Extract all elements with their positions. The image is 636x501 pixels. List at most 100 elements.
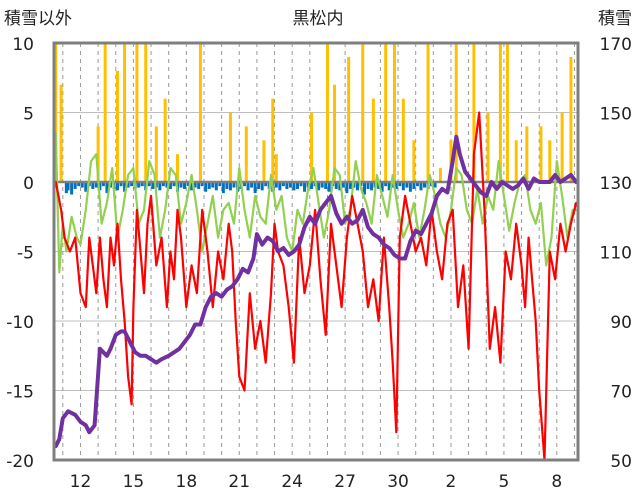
anomaly-bar: [179, 182, 183, 188]
y-left-tick-label: -10: [6, 313, 34, 333]
x-tick-label: 30: [387, 472, 409, 492]
precip-bar: [163, 98, 167, 182]
anomaly-bar: [363, 182, 367, 195]
anomaly-bar: [341, 182, 345, 188]
anomaly-bar: [264, 182, 268, 187]
precip-bar: [59, 84, 63, 182]
x-tick-label: 5: [498, 472, 509, 492]
precip-bar: [310, 112, 314, 182]
anomaly-bar: [243, 182, 247, 187]
anomaly-bar: [299, 182, 303, 187]
precip-bar: [103, 43, 107, 182]
anomaly-bar: [419, 182, 423, 191]
y-left-tick-label: -20: [6, 452, 34, 472]
anomaly-bar: [91, 182, 95, 189]
anomaly-bar: [190, 182, 194, 191]
anomaly-bar: [119, 182, 123, 187]
anomaly-bar: [334, 182, 338, 189]
y-left-tick-label: 10: [12, 35, 34, 55]
precip-bar: [401, 98, 405, 182]
anomaly-bar: [161, 182, 165, 187]
precip-bar: [176, 154, 180, 182]
precip-bar: [244, 126, 248, 182]
anomaly-bar: [232, 182, 236, 188]
anomaly-bar: [98, 182, 102, 191]
anomaly-bar: [250, 182, 254, 188]
anomaly-bar: [408, 182, 412, 192]
anomaly-bar: [303, 182, 307, 192]
anomaly-bar: [70, 182, 74, 195]
anomaly-bar: [348, 182, 352, 189]
precip-bar: [198, 43, 202, 182]
precip-bar: [525, 126, 529, 182]
precip-bar: [569, 56, 573, 182]
x-tick-label: 12: [70, 472, 92, 492]
anomaly-bar: [292, 182, 296, 191]
anomaly-bar: [257, 182, 261, 189]
precip-bar: [116, 70, 120, 182]
anomaly-bar: [197, 182, 201, 189]
precip-bar: [560, 112, 564, 182]
precip-bar: [271, 98, 275, 182]
anomaly-bar: [123, 182, 127, 192]
precip-bar: [472, 43, 476, 182]
anomaly-bar: [211, 182, 215, 188]
anomaly-bar: [366, 182, 370, 189]
anomaly-bar: [345, 182, 349, 194]
anomaly-bar: [168, 182, 172, 189]
precip-bar: [548, 140, 552, 182]
y-right-axis-label: 積雪: [598, 9, 632, 29]
y-left-tick-label: 5: [23, 105, 34, 125]
anomaly-bar: [172, 182, 176, 187]
precip-bar: [325, 43, 329, 182]
anomaly-bar: [246, 182, 250, 191]
precip-bar: [426, 43, 430, 182]
anomaly-bar: [200, 182, 204, 187]
anomaly-bar: [218, 182, 222, 187]
precip-bar: [514, 140, 518, 182]
anomaly-bar: [423, 182, 427, 188]
series-temp_min-line: [54, 111, 578, 462]
precip-bar: [498, 43, 502, 182]
precip-bar: [333, 84, 337, 182]
anomaly-bar: [253, 182, 257, 194]
anomaly-bar: [405, 182, 409, 188]
anomaly-bar: [387, 182, 391, 191]
anomaly-bar: [260, 182, 264, 191]
precip-bar: [135, 43, 139, 182]
anomaly-bar: [394, 182, 398, 189]
anomaly-bar: [137, 182, 141, 188]
precip-bar: [454, 43, 458, 182]
anomaly-bar: [285, 182, 289, 189]
anomaly-bar: [327, 182, 331, 192]
anomaly-bar: [101, 182, 105, 187]
precip-bar: [154, 126, 158, 182]
anomaly-bar: [158, 182, 162, 191]
y-right-tick-label: 170: [600, 35, 632, 55]
anomaly-bar: [317, 182, 321, 191]
precip-bar: [123, 43, 127, 182]
anomaly-bar: [401, 182, 405, 191]
series-temp_max-line: [54, 132, 578, 274]
anomaly-bar: [77, 182, 81, 187]
precip-bar: [539, 126, 543, 182]
y-right-tick-label: 150: [600, 105, 632, 125]
precip-bar: [486, 112, 490, 182]
y-left-tick-label: -5: [17, 244, 34, 264]
precip-bar: [228, 112, 232, 182]
precip-bar: [361, 43, 365, 182]
anomaly-bar: [355, 182, 359, 191]
anomaly-bar: [207, 182, 211, 189]
line-layer: [53, 111, 579, 462]
anomaly-bar: [140, 182, 144, 187]
anomaly-bar: [94, 182, 98, 188]
y-left-tick-label: 0: [23, 174, 34, 194]
precip-bar: [393, 43, 397, 182]
anomaly-bar: [320, 182, 324, 188]
anomaly-bar: [147, 182, 151, 187]
anomaly-bar: [281, 182, 285, 187]
anomaly-bar: [433, 182, 437, 188]
x-tick-label: 27: [334, 472, 356, 492]
anomaly-bar: [278, 182, 282, 191]
y-right-tick-label: 90: [610, 313, 632, 333]
